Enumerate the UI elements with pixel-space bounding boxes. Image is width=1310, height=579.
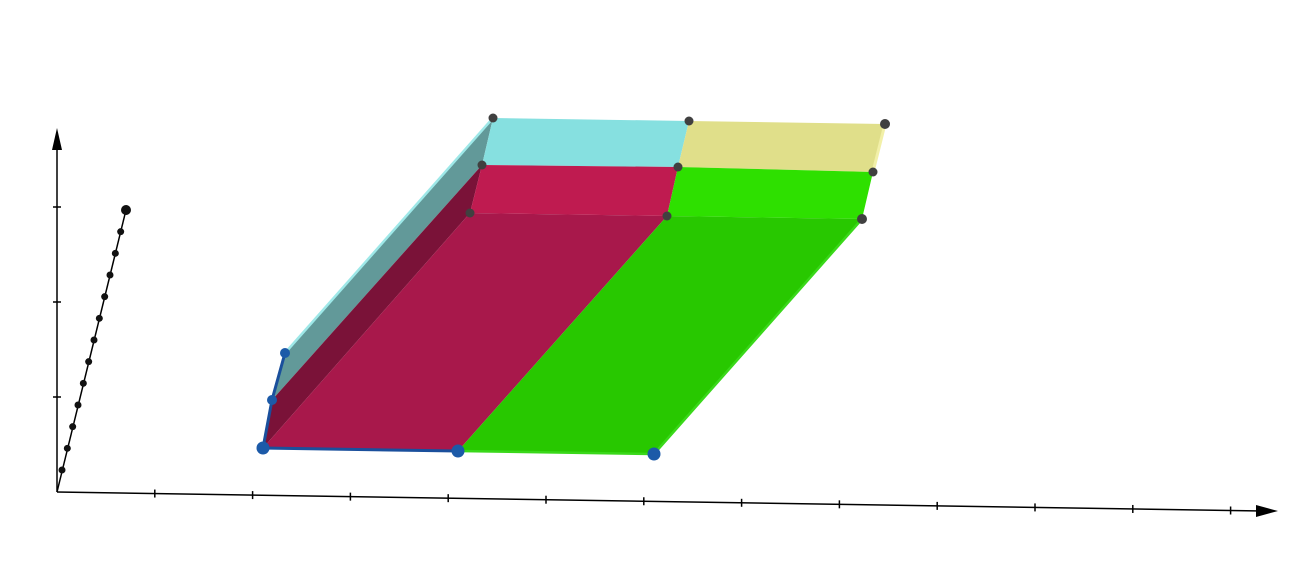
crimson-inner-wall[interactable] — [263, 165, 482, 448]
vertical-axis-ticks — [53, 206, 61, 398]
crimson-back-face[interactable] — [470, 165, 678, 216]
yellow-right-edge — [871, 123, 887, 173]
horizontal-axis-ticks — [154, 489, 1232, 515]
depth-axis-point[interactable] — [106, 271, 114, 279]
vertex-point[interactable] — [857, 214, 867, 224]
vertex-point-blue[interactable] — [256, 441, 270, 455]
depth-axis-point[interactable] — [58, 466, 66, 474]
depth-axis-point[interactable] — [79, 379, 87, 387]
vertical-axis-arrowhead — [52, 128, 62, 150]
green-back-face[interactable] — [667, 167, 873, 219]
prism-solid[interactable] — [261, 117, 887, 456]
depth-axis-point[interactable] — [117, 228, 125, 236]
horizontal-axis-line — [56, 491, 1263, 512]
vertex-point[interactable] — [477, 160, 487, 170]
depth-axis-line — [56, 209, 127, 493]
depth-axis-point[interactable] — [74, 401, 82, 409]
depth-axis-point[interactable] — [85, 358, 93, 366]
depth-axis-point[interactable] — [90, 336, 98, 344]
vertex-point[interactable] — [488, 113, 498, 123]
vertex-point[interactable] — [673, 162, 683, 172]
vertex-point[interactable] — [684, 116, 694, 126]
depth-axis-point[interactable] — [63, 444, 71, 452]
vertex-point[interactable] — [662, 211, 672, 221]
cyan-side-face[interactable] — [272, 118, 493, 400]
vertex-point-blue[interactable] — [647, 447, 661, 461]
depth-axis-point[interactable] — [69, 423, 77, 431]
depth-axis-point[interactable] — [95, 314, 103, 322]
depth-axis-point[interactable] — [121, 205, 131, 215]
cyan-top-face[interactable] — [482, 118, 689, 167]
depth-axis-point[interactable] — [101, 293, 109, 301]
vertex-point[interactable] — [868, 167, 878, 177]
horizontal-axis-arrowhead — [1256, 505, 1278, 517]
axes — [52, 128, 1278, 517]
cyan-side-edge — [284, 117, 494, 354]
vertex-point[interactable] — [880, 119, 890, 129]
crimson-bottom-face[interactable] — [263, 213, 667, 451]
green-bottom-face[interactable] — [458, 216, 862, 454]
vertex-point-blue[interactable] — [267, 395, 277, 405]
vertex-point[interactable] — [465, 208, 475, 218]
vertices[interactable] — [256, 113, 891, 461]
vertex-point-blue[interactable] — [451, 444, 465, 458]
yellow-top-face[interactable] — [678, 121, 885, 172]
depth-axis-point[interactable] — [111, 249, 119, 257]
depth-axis-points — [58, 205, 131, 474]
blue-outline-edges — [261, 352, 459, 453]
vertex-point-blue[interactable] — [280, 348, 290, 358]
